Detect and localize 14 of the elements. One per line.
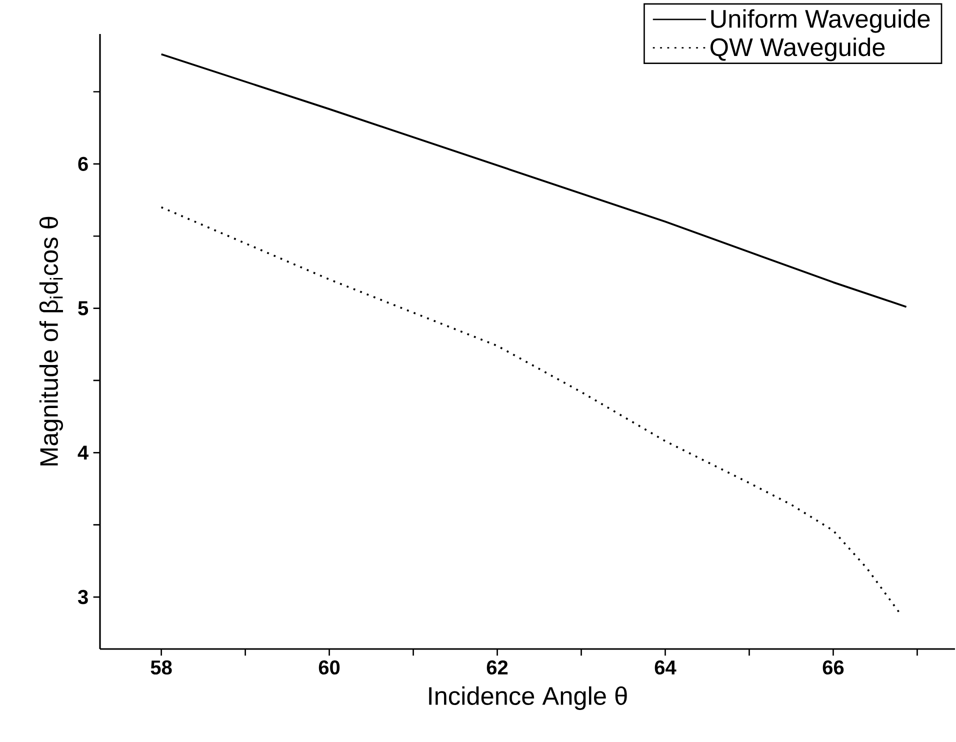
y-tick-label: 6 [78, 156, 88, 171]
legend-label: QW Waveguide [710, 38, 885, 62]
line-series [160, 206, 901, 614]
x-tick-label: 66 [822, 660, 844, 675]
y-tick-label: 5 [78, 301, 88, 316]
x-axis-title: Incidence Angle θ [429, 686, 627, 710]
y-tick-label: 3 [78, 590, 88, 604]
x-tick-label: 58 [150, 660, 172, 675]
x-tick-label: 62 [486, 660, 508, 675]
y-tick-label: 4 [78, 446, 89, 460]
x-tick-label: 60 [318, 660, 340, 675]
x-tick-label: 64 [654, 660, 676, 675]
y-axis-title: Magnitude of β$_{i}$d$_{i}$cos θ [39, 216, 64, 466]
legend-label: Uniform Waveguide [711, 9, 930, 33]
